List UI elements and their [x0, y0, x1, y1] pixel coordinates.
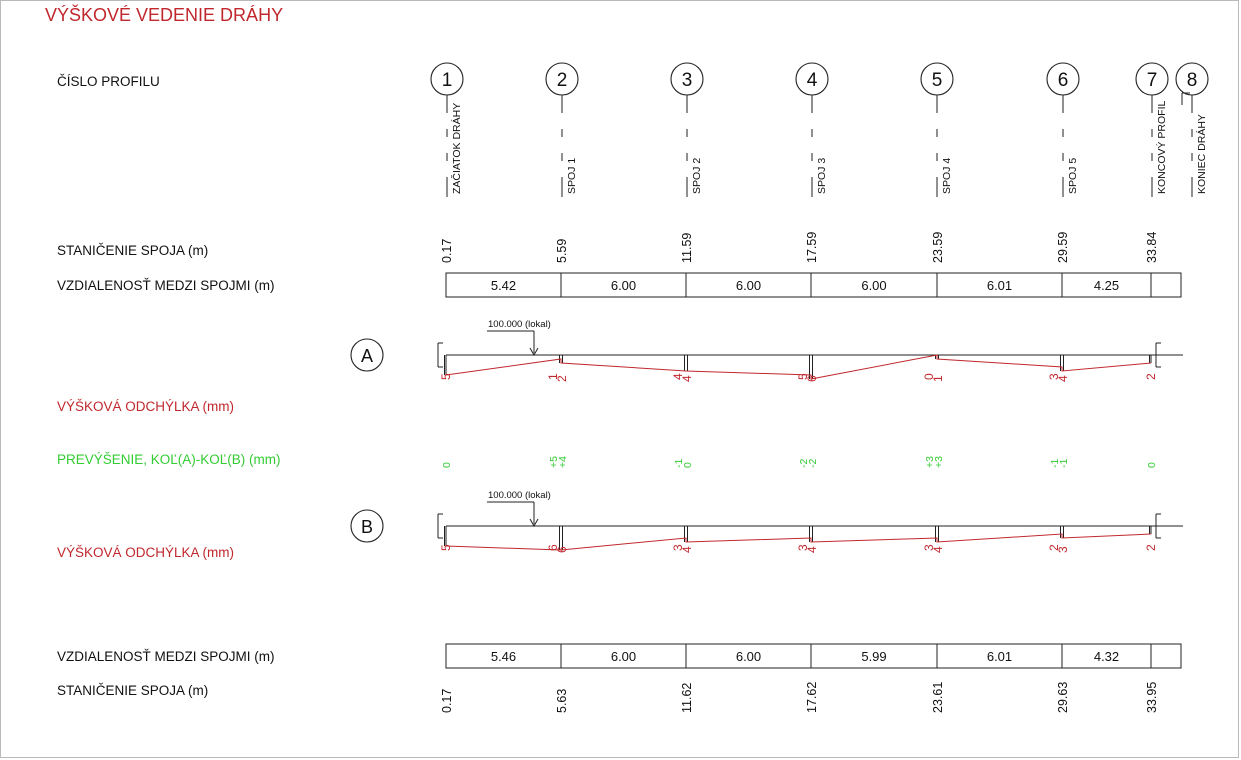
- deviation-value: 2: [1047, 544, 1061, 551]
- row-label-deviation-b: VÝŠKOVÁ ODCHÝLKA (mm): [57, 545, 235, 560]
- deviation-value: 4: [680, 546, 694, 553]
- deviation-value: 2: [1144, 373, 1158, 380]
- distance-value: 5.42: [491, 278, 516, 293]
- reference-level-label: 100.000 (lokal): [488, 490, 551, 501]
- profile-name: SPOJ 1: [566, 158, 578, 194]
- profile-name: SPOJ 3: [816, 158, 828, 194]
- distance-value: 4.25: [1094, 278, 1119, 293]
- superelevation-value: +3: [933, 456, 945, 468]
- row-label-superelevation: PREVÝŠENIE, KOĽ(A)-KOĽ(B) (mm): [57, 452, 281, 467]
- deviation-value: 0: [922, 373, 936, 380]
- superelevation-value: 0: [682, 462, 694, 468]
- stationing-value: 33.84: [1145, 232, 1159, 263]
- profile-name: SPOJ 2: [691, 158, 703, 194]
- stationing-value: 17.62: [805, 682, 819, 713]
- rail-circle: [350, 338, 384, 372]
- superelevation-value: +4: [557, 456, 569, 468]
- row-label-profile-number: ČÍSLO PROFILU: [57, 74, 160, 89]
- profile-number: 8: [1187, 70, 1198, 91]
- stationing-value: 23.59: [931, 232, 945, 263]
- profile-name: KONCOVÝ PROFIL: [1155, 100, 1168, 194]
- distance-value: 6.00: [611, 649, 636, 664]
- stationing-value: 5.63: [555, 689, 569, 713]
- profile-number: 3: [682, 70, 693, 91]
- deviation-value: 5: [439, 373, 453, 380]
- deviation-value: 3: [796, 544, 810, 551]
- superelevation-value: -1: [673, 459, 685, 468]
- profile-number: 4: [807, 70, 818, 91]
- superelevation-value: +5: [548, 456, 560, 468]
- superelevation-value: +3: [924, 456, 936, 468]
- distance-value: 6.00: [736, 649, 761, 664]
- superelevation-value: -2: [798, 459, 810, 468]
- stationing-value: 0.17: [440, 239, 454, 263]
- profile-name: ZAČIATOK DRÁHY: [450, 103, 463, 194]
- deviation-line: [445, 354, 1152, 380]
- distance-table: [445, 272, 1182, 298]
- profile-number: 5: [932, 70, 943, 91]
- stationing-value: 11.59: [680, 233, 694, 263]
- stationing-value: 33.95: [1145, 682, 1159, 713]
- deviation-value: 4: [931, 546, 945, 553]
- stationing-value: 29.59: [1056, 232, 1070, 263]
- row-label-stationing-bottom: STANIČENIE SPOJA (m): [57, 683, 209, 698]
- row-label-distance-bottom: VZDIALENOSŤ MEDZI SPOJMI (m): [57, 649, 275, 664]
- row-label-distance-top: VZDIALENOSŤ MEDZI SPOJMI (m): [57, 278, 275, 293]
- profile-number: 2: [557, 70, 568, 91]
- distance-value: 6.00: [861, 278, 886, 293]
- deviation-value: 5: [439, 544, 453, 551]
- deviation-value: 2: [1144, 544, 1158, 551]
- superelevation-value: 0: [1146, 462, 1158, 468]
- distance-value: 6.01: [987, 649, 1012, 664]
- deviation-value: 4: [1056, 375, 1070, 382]
- superelevation-value: -1: [1049, 459, 1061, 468]
- stationing-value: 23.61: [931, 682, 945, 713]
- stationing-value: 29.63: [1056, 682, 1070, 713]
- reference-arrowhead: [529, 347, 539, 357]
- profile-name: SPOJ 5: [1067, 158, 1079, 194]
- deviation-value: 1: [546, 373, 560, 380]
- reference-level-label: 100.000 (lokal): [488, 319, 551, 330]
- deviation-value: 3: [1047, 373, 1061, 380]
- distance-value: 4.32: [1094, 649, 1119, 664]
- distance-value: 6.00: [736, 278, 761, 293]
- profile-number: 7: [1147, 70, 1158, 91]
- drawing-title: VÝŠKOVÉ VEDENIE DRÁHY: [45, 5, 284, 25]
- reference-arrowhead: [529, 518, 539, 528]
- deviation-value: 6: [546, 544, 560, 551]
- stationing-value: 17.59: [805, 232, 819, 263]
- deviation-value: 4: [805, 546, 819, 553]
- deviation-value: 4: [680, 375, 694, 382]
- deviation-line: [445, 533, 1152, 551]
- superelevation-value: 0: [441, 462, 453, 468]
- distance-value: 5.46: [491, 649, 516, 664]
- row-label-deviation-a: VÝŠKOVÁ ODCHÝLKA (mm): [57, 399, 235, 414]
- distance-value: 5.99: [861, 649, 886, 664]
- deviation-value: 5: [796, 373, 810, 380]
- deviation-value: 2: [555, 375, 569, 382]
- distance-value: 6.01: [987, 278, 1012, 293]
- profile-number: 1: [442, 70, 453, 91]
- deviation-value: 4: [671, 373, 685, 380]
- superelevation-value: -2: [807, 459, 819, 468]
- rail-circle: [350, 509, 384, 543]
- distance-value: 6.00: [611, 278, 636, 293]
- distance-table: [445, 643, 1182, 669]
- deviation-value: 1: [931, 375, 945, 382]
- profile-number: 6: [1058, 70, 1069, 91]
- row-label-stationing-top: STANIČENIE SPOJA (m): [57, 243, 209, 258]
- stationing-value: 0.17: [440, 689, 454, 713]
- rail-name: A: [361, 346, 373, 366]
- deviation-value: 3: [1056, 546, 1070, 553]
- deviation-value: 3: [922, 544, 936, 551]
- rail-name: B: [361, 517, 373, 537]
- deviation-value: 3: [671, 544, 685, 551]
- stationing-value: 5.59: [555, 239, 569, 263]
- profile-name: KONIEC DRÁHY: [1195, 114, 1208, 194]
- profile-name: SPOJ 4: [941, 158, 953, 194]
- stationing-value: 11.62: [680, 683, 694, 713]
- superelevation-value: -1: [1058, 459, 1070, 468]
